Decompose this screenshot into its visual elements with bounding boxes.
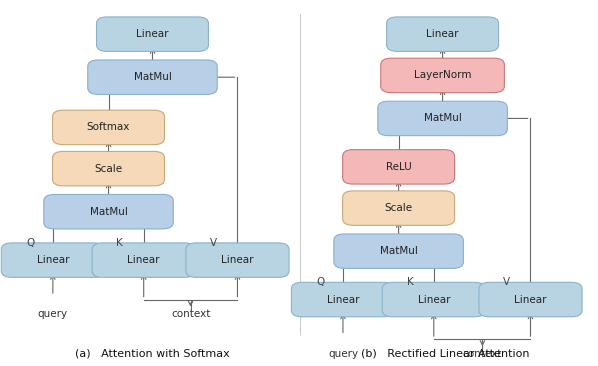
Text: V: V [503, 277, 510, 287]
FancyBboxPatch shape [387, 17, 499, 51]
Text: LayerNorm: LayerNorm [414, 70, 471, 81]
Text: query: query [328, 349, 358, 359]
Text: Linear: Linear [426, 29, 459, 39]
Text: Linear: Linear [36, 255, 69, 265]
Text: Linear: Linear [136, 29, 169, 39]
FancyBboxPatch shape [343, 191, 454, 225]
Text: K: K [116, 238, 123, 247]
Text: (b)   Rectified Linear Attention: (b) Rectified Linear Attention [361, 349, 530, 359]
FancyBboxPatch shape [92, 243, 196, 277]
FancyBboxPatch shape [186, 243, 289, 277]
Text: MatMul: MatMul [90, 207, 127, 217]
FancyBboxPatch shape [479, 282, 582, 317]
FancyBboxPatch shape [53, 152, 164, 186]
FancyBboxPatch shape [53, 110, 164, 145]
Text: context: context [463, 349, 502, 359]
FancyBboxPatch shape [378, 101, 507, 136]
FancyBboxPatch shape [1, 243, 105, 277]
Text: MatMul: MatMul [423, 113, 462, 123]
FancyBboxPatch shape [291, 282, 395, 317]
FancyBboxPatch shape [382, 282, 486, 317]
Text: V: V [210, 238, 217, 247]
Text: Q: Q [316, 277, 325, 287]
FancyBboxPatch shape [44, 194, 173, 229]
Text: Q: Q [26, 238, 35, 247]
Text: Softmax: Softmax [87, 122, 130, 132]
FancyBboxPatch shape [334, 234, 463, 268]
FancyBboxPatch shape [343, 150, 454, 184]
Text: MatMul: MatMul [133, 72, 172, 82]
Text: Linear: Linear [327, 295, 359, 305]
Text: Linear: Linear [127, 255, 160, 265]
Text: K: K [407, 277, 414, 287]
Text: MatMul: MatMul [380, 246, 417, 256]
Text: ReLU: ReLU [386, 162, 411, 172]
Text: Linear: Linear [417, 295, 450, 305]
FancyBboxPatch shape [88, 60, 217, 94]
Text: context: context [171, 309, 210, 318]
FancyBboxPatch shape [381, 58, 504, 93]
Text: Linear: Linear [514, 295, 547, 305]
Text: Scale: Scale [385, 203, 413, 213]
Text: Scale: Scale [94, 164, 123, 173]
FancyBboxPatch shape [96, 17, 209, 51]
Text: query: query [38, 309, 68, 318]
Text: Linear: Linear [221, 255, 254, 265]
Text: (a)   Attention with Softmax: (a) Attention with Softmax [75, 349, 230, 359]
